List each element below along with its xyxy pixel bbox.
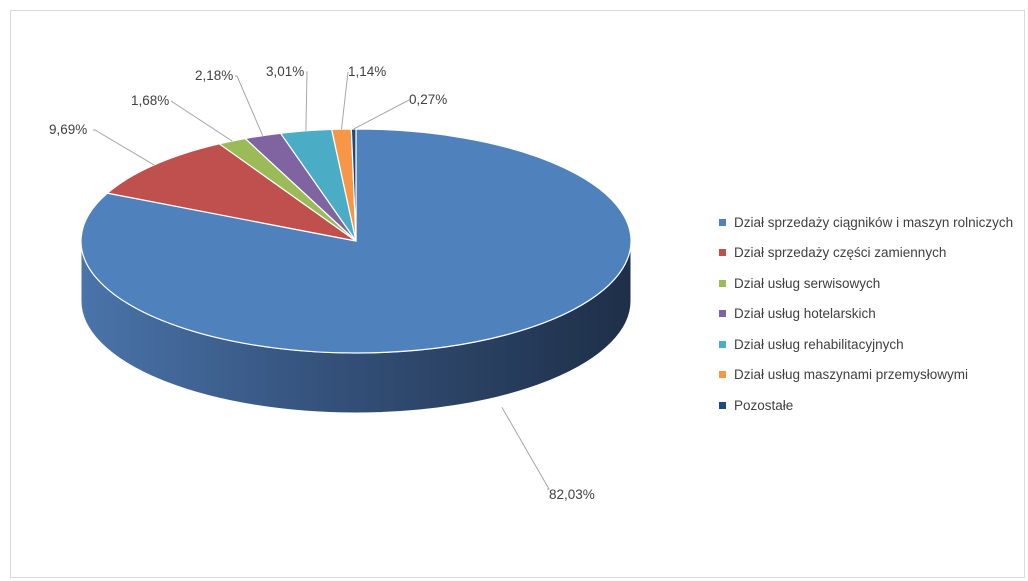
- legend-item: Dział sprzedaży części zamiennych: [719, 238, 1013, 269]
- legend: Dział sprzedaży ciągników i maszyn rolni…: [719, 207, 1013, 421]
- legend-swatch: [719, 371, 726, 379]
- pie-top: [80, 128, 632, 354]
- leader-line: [235, 75, 264, 136]
- data-label: 0,27%: [409, 92, 447, 107]
- pie-chart: 82,03% 9,69% 1,68% 2,18% 3,01% 1,14% 0,27%: [49, 64, 632, 502]
- legend-swatch: [719, 279, 726, 287]
- legend-swatch: [719, 340, 726, 348]
- legend-swatch: [719, 310, 726, 318]
- legend-label: Dział sprzedaży części zamiennych: [734, 245, 947, 261]
- chart-area: 82,03% 9,69% 1,68% 2,18% 3,01% 1,14% 0,27% Dzi…: [10, 10, 1025, 578]
- legend-label: Dział usług serwisowych: [734, 275, 881, 291]
- data-label: 82,03%: [549, 487, 595, 502]
- legend-swatch: [719, 218, 726, 226]
- legend-label: Dział sprzedaży ciągników i maszyn rolni…: [734, 214, 1014, 230]
- legend-item: Dział sprzedaży ciągników i maszyn rolni…: [719, 207, 1013, 238]
- legend-item: Dział usług maszynami przemysłowymi: [719, 360, 1013, 391]
- legend-swatch: [719, 401, 726, 409]
- legend-item: Dział usług hotelarskich: [719, 299, 1013, 330]
- data-label: 3,01%: [266, 64, 304, 79]
- legend-item: Dział usług serwisowych: [719, 268, 1013, 299]
- leader-line: [340, 71, 349, 130]
- data-labels: 82,03% 9,69% 1,68% 2,18% 3,01% 1,14% 0,27%: [49, 64, 595, 502]
- data-label: 9,69%: [49, 122, 87, 137]
- leader-line: [305, 71, 308, 131]
- leader-lines: [93, 71, 550, 490]
- legend-label: Pozostałe: [734, 397, 794, 413]
- legend-label: Dział usług rehabilitacyjnych: [734, 336, 904, 352]
- pie-slice: [106, 143, 357, 242]
- leader-line: [170, 100, 233, 142]
- legend-item: Pozostałe: [719, 390, 1013, 421]
- legend-label: Dział usług hotelarskich: [734, 306, 876, 322]
- data-label: 1,68%: [131, 93, 169, 108]
- leader-line: [501, 407, 550, 490]
- legend-swatch: [719, 249, 726, 257]
- data-label: 1,14%: [348, 64, 386, 79]
- legend-label: Dział usług maszynami przemysłowymi: [734, 367, 969, 383]
- leader-line: [93, 129, 155, 166]
- leader-line: [353, 99, 410, 130]
- data-label: 2,18%: [195, 68, 233, 83]
- legend-item: Dział usług rehabilitacyjnych: [719, 329, 1013, 360]
